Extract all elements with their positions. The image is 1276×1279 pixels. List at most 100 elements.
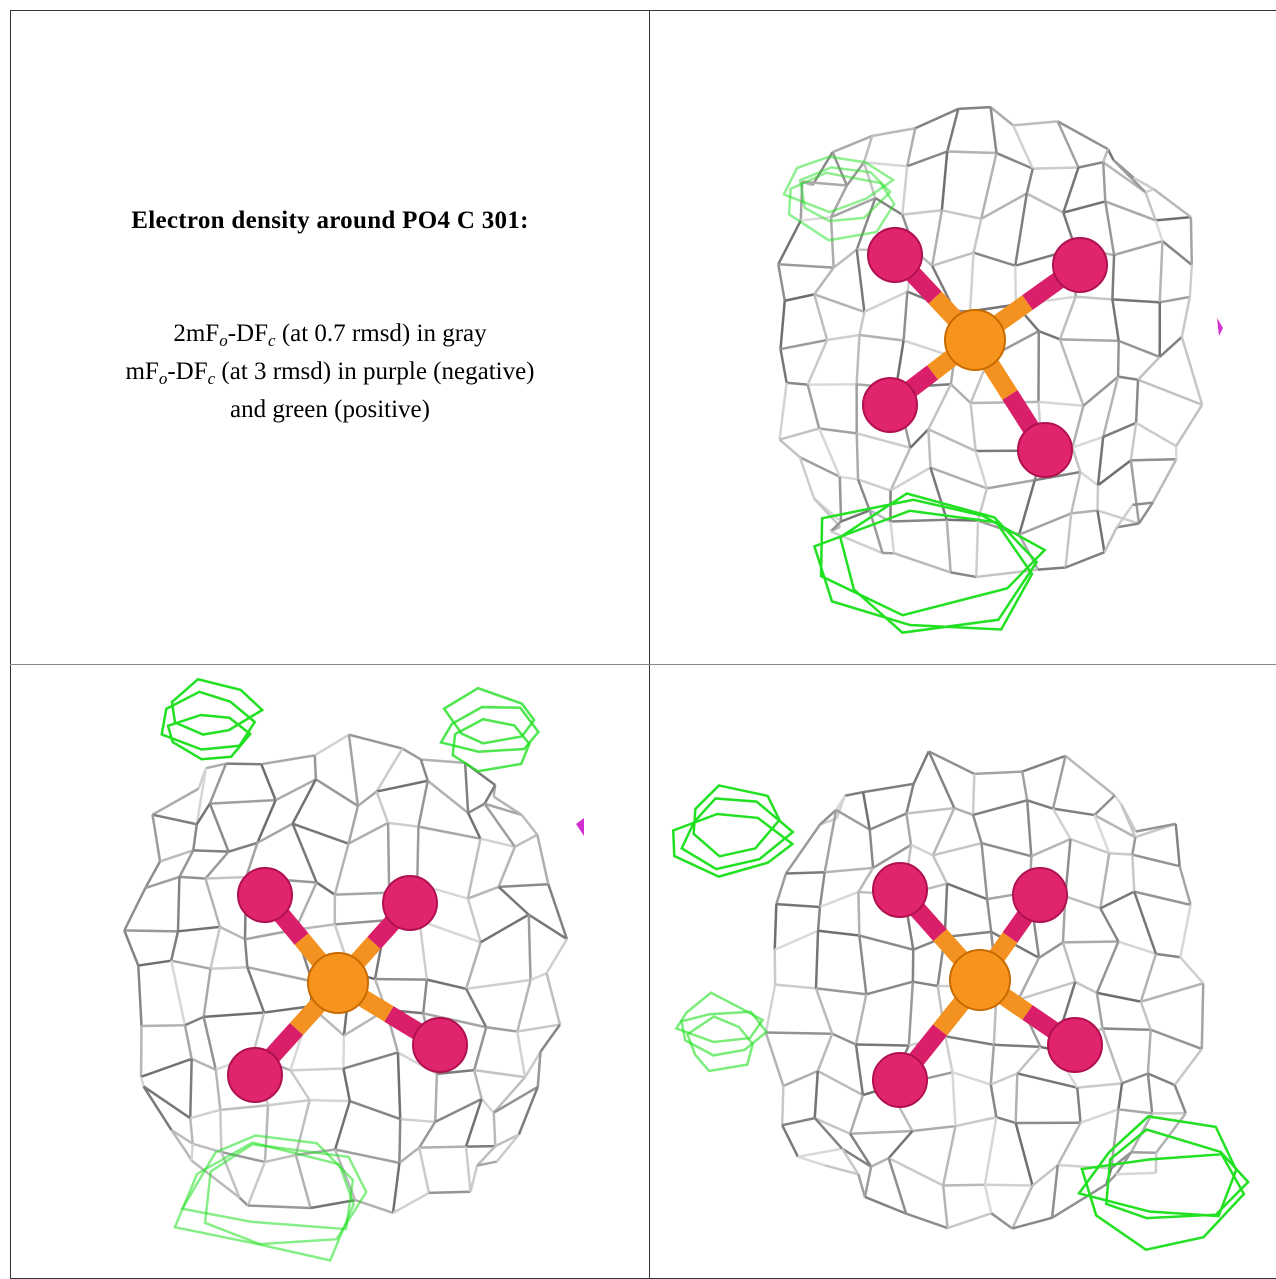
mesh-edge <box>464 1146 472 1192</box>
mesh-edge <box>824 1164 859 1176</box>
mesh-edge <box>906 150 948 168</box>
mesh-edge <box>931 251 974 267</box>
mesh-edge <box>140 1057 193 1079</box>
mesh-edge <box>294 1154 312 1209</box>
mesh-edge <box>1014 1122 1034 1186</box>
positive-mesh <box>160 690 257 751</box>
mesh-edge <box>1116 1171 1156 1176</box>
mesh-edge <box>486 1025 518 1033</box>
mesh-edge <box>1037 566 1066 571</box>
mesh-edge <box>1065 551 1105 569</box>
mesh-edge <box>467 802 486 815</box>
caption-line: mFo-DFc (at 3 rmsd) in purple (negative) <box>12 353 648 391</box>
mesh-edge <box>775 983 817 990</box>
mesh-edge <box>1129 422 1138 461</box>
mesh-edge <box>764 984 777 1033</box>
mesh-edge <box>536 1051 542 1088</box>
mesh-edge <box>946 882 988 901</box>
mesh-edge <box>1154 219 1164 242</box>
mesh-edge <box>829 217 835 268</box>
mesh-edge <box>989 1044 996 1085</box>
mesh-edge <box>861 791 871 830</box>
mesh-edge <box>188 1058 193 1119</box>
mesh-edge <box>247 1204 311 1210</box>
positive-mesh <box>680 1010 769 1057</box>
mesh-edge <box>814 1116 851 1135</box>
mesh-edge <box>1057 120 1109 151</box>
mesh-edge <box>1137 356 1161 381</box>
mesh-edge <box>973 251 1016 267</box>
mesh-edge <box>928 750 975 776</box>
mesh-edge <box>1097 459 1132 487</box>
mesh-edge <box>349 1099 401 1121</box>
mesh-edge <box>975 520 980 577</box>
caption-text: -DF <box>227 320 269 347</box>
mesh-edge <box>1077 1082 1123 1089</box>
mesh-edge <box>906 806 955 815</box>
subscript: o <box>219 331 228 350</box>
mesh-edge <box>208 763 228 805</box>
positive-mesh <box>1104 1128 1250 1220</box>
mesh-edge <box>1057 1163 1112 1170</box>
mesh-edge <box>1069 471 1082 514</box>
mesh-edge <box>343 1051 399 1070</box>
phosphorus-atom <box>949 949 1011 1011</box>
mesh-edge <box>1116 522 1140 529</box>
mesh-edge <box>971 814 983 844</box>
positive-mesh <box>685 1015 755 1073</box>
oxygen-atom <box>1047 1017 1103 1073</box>
mesh-edge <box>520 814 539 836</box>
mesh-edge <box>816 906 822 931</box>
mesh-edge <box>950 571 977 579</box>
mesh-edge <box>1013 120 1058 127</box>
mesh-edge <box>421 979 429 1014</box>
mesh-edge <box>495 1133 520 1163</box>
mesh-edge <box>1079 470 1099 487</box>
mesh-edge <box>1096 991 1142 1003</box>
mesh-edge <box>800 216 832 222</box>
mesh-edge <box>784 293 815 302</box>
mesh-edge <box>814 930 820 989</box>
mesh-edge <box>777 264 786 301</box>
oxygen-atom <box>237 867 293 923</box>
mesh-edge <box>1134 379 1140 423</box>
mesh-edge <box>263 1005 311 1014</box>
mesh-edge <box>1102 148 1109 163</box>
mesh-edge <box>893 551 952 574</box>
mesh-edge <box>1101 1028 1124 1084</box>
mesh-edge <box>169 931 180 961</box>
mesh-edge <box>1116 340 1120 377</box>
mesh-edge <box>264 1153 297 1164</box>
positive-mesh <box>1080 1153 1246 1252</box>
mesh-edge <box>202 1016 218 1071</box>
mesh-edge <box>799 456 841 478</box>
mesh-edge <box>260 763 277 801</box>
oxygen-atom <box>1017 422 1073 478</box>
mesh-edge <box>944 1036 954 1073</box>
mesh-edge <box>831 1032 857 1046</box>
mesh-edge <box>1021 754 1066 773</box>
mesh-edge <box>1111 299 1120 342</box>
mesh-edge <box>1173 1084 1187 1114</box>
mesh-edge <box>905 813 913 846</box>
mesh-edge <box>1132 176 1155 191</box>
mesh-edge <box>139 1076 145 1087</box>
mesh-edge <box>1096 485 1100 511</box>
mesh-edge <box>290 1067 344 1072</box>
mesh-edge <box>492 795 523 816</box>
mesh-edge <box>465 1144 496 1148</box>
mesh-edge <box>209 926 222 969</box>
positive-mesh <box>798 166 893 223</box>
mesh-edge <box>1032 166 1079 170</box>
mesh-edge <box>177 925 221 933</box>
mesh-edge <box>1101 162 1107 202</box>
mesh-edge <box>907 981 915 1046</box>
mesh-edge <box>1012 124 1034 170</box>
mesh-edge <box>946 108 960 152</box>
mesh-edge <box>817 1069 864 1097</box>
mesh-edge <box>190 1143 194 1161</box>
caption-text: 2mF <box>173 320 220 347</box>
mesh-edge <box>514 833 538 848</box>
mesh-edge <box>467 885 500 900</box>
